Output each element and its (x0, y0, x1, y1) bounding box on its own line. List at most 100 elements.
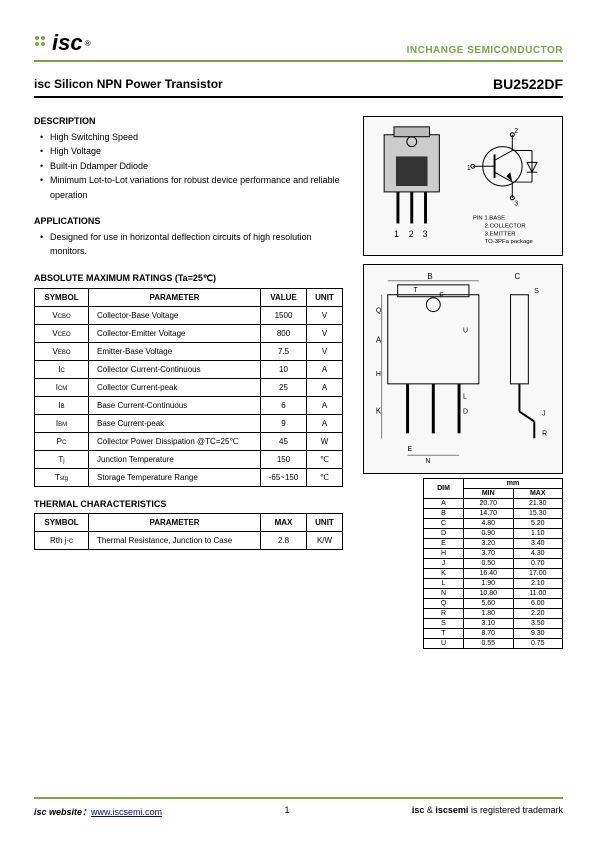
cell-max: 6.00 (513, 599, 563, 609)
table-row: L1.902.10 (424, 579, 563, 589)
col-min: MIN (464, 489, 513, 499)
cell-parameter: Collector Current-peak (89, 378, 261, 396)
logo-text: isc (52, 30, 83, 56)
table-row: H3.704.30 (424, 549, 563, 559)
cell-parameter: Collector Power Dissipation @TC=25℃ (89, 432, 261, 450)
thermal-table: SYMBOL PARAMETER MAX UNIT Rth j-cThermal… (34, 513, 343, 550)
logo: isc ® (34, 30, 91, 56)
table-row: T8.709.30 (424, 629, 563, 639)
footer-website-link[interactable]: www.iscsemi.com (91, 807, 162, 817)
cell-dim: B (424, 509, 464, 519)
table-row: J0.500.70 (424, 559, 563, 569)
col-mm: mm (464, 479, 563, 489)
cell-symbol: Rth j-c (35, 531, 89, 549)
svg-text:J: J (542, 411, 545, 418)
table-row: PCCollector Power Dissipation @TC=25℃45W (35, 432, 343, 450)
cell-value: 10 (261, 360, 307, 378)
col-symbol: SYMBOL (35, 513, 89, 531)
svg-text:E: E (408, 446, 413, 453)
cell-symbol: ICM (35, 378, 89, 396)
cell-parameter: Thermal Resistance, Junction to Case (89, 531, 261, 549)
col-unit: UNIT (307, 513, 343, 531)
list-item: Designed for use in horizontal deflectio… (44, 230, 343, 259)
svg-text:U: U (463, 327, 468, 334)
cell-max: 0.75 (513, 639, 563, 649)
cell-min: 3.20 (464, 539, 513, 549)
col-max: MAX (261, 513, 307, 531)
cell-dim: J (424, 559, 464, 569)
product-type: isc Silicon NPN Power Transistor (34, 77, 223, 91)
title-row: isc Silicon NPN Power Transistor BU2522D… (34, 76, 563, 98)
package-pinout-figure: 1 2 3 1 2 (363, 116, 563, 256)
header: isc ® INCHANGE SEMICONDUCTOR (34, 30, 563, 62)
cell-symbol: VCBO (35, 306, 89, 324)
cell-parameter: Storage Temperature Range (89, 468, 261, 486)
cell-value: 800 (261, 324, 307, 342)
table-row: A20.7021.30 (424, 499, 563, 509)
cell-parameter: Collector Current-Continuous (89, 360, 261, 378)
footer-trademark: isc & iscsemi is registered trademark (412, 805, 563, 818)
cell-min: 8.70 (464, 629, 513, 639)
cell-dim: K (424, 569, 464, 579)
applications-heading: APPLICATIONS (34, 216, 343, 226)
svg-text:3: 3 (514, 201, 518, 208)
cell-parameter: Emitter-Base Voltage (89, 342, 261, 360)
cell-max: 21.30 (513, 499, 563, 509)
cell-unit: V (307, 324, 343, 342)
description-heading: DESCRIPTION (34, 116, 343, 126)
cell-max: 3.40 (513, 539, 563, 549)
cell-max: 4.30 (513, 549, 563, 559)
pinout-diagram-icon: 1 2 3 1 2 (364, 117, 562, 255)
cell-unit: A (307, 414, 343, 432)
cell-symbol: VCEO (35, 324, 89, 342)
cell-unit: ℃ (307, 450, 343, 468)
table-row: VCEOCollector-Emitter Voltage800V (35, 324, 343, 342)
cell-symbol: IBM (35, 414, 89, 432)
col-parameter: PARAMETER (89, 513, 261, 531)
cell-parameter: Base Current-Continuous (89, 396, 261, 414)
table-row: TjJunction Temperature150℃ (35, 450, 343, 468)
svg-text:1: 1 (394, 229, 399, 239)
svg-text:3: 3 (423, 229, 428, 239)
list-item: Built-in Ddamper Ddiode (44, 159, 343, 173)
cell-value: 7.5 (261, 342, 307, 360)
cell-unit: ℃ (307, 468, 343, 486)
cell-max: 2.8 (261, 531, 307, 549)
svg-text:A: A (376, 335, 382, 344)
cell-parameter: Collector-Base Voltage (89, 306, 261, 324)
table-row: IBBase Current-Continuous6A (35, 396, 343, 414)
table-row: R1.802.20 (424, 609, 563, 619)
cell-min: 1.80 (464, 609, 513, 619)
table-row: IBMBase Current-peak9A (35, 414, 343, 432)
package-dimension-figure: B T F Q A H K U L D E N C S J R (363, 264, 563, 474)
cell-dim: T (424, 629, 464, 639)
cell-dim: S (424, 619, 464, 629)
list-item: High Switching Speed (44, 130, 343, 144)
cell-min: 1.90 (464, 579, 513, 589)
col-max: MAX (513, 489, 563, 499)
cell-value: -65~150 (261, 468, 307, 486)
table-row: C4.805.20 (424, 519, 563, 529)
cell-max: 1.10 (513, 529, 563, 539)
cell-dim: U (424, 639, 464, 649)
cell-min: 3.10 (464, 619, 513, 629)
left-column: DESCRIPTION High Switching Speed High Vo… (34, 116, 343, 649)
cell-symbol: Tstg (35, 468, 89, 486)
content: DESCRIPTION High Switching Speed High Vo… (34, 116, 563, 649)
table-row: Q5.606.00 (424, 599, 563, 609)
ratings-heading: ABSOLUTE MAXIMUM RATINGS (Ta=25℃) (34, 273, 343, 284)
header-company: INCHANGE SEMICONDUCTOR (407, 45, 563, 56)
cell-value: 6 (261, 396, 307, 414)
cell-dim: R (424, 609, 464, 619)
svg-text:S: S (534, 288, 539, 295)
cell-parameter: Base Current-peak (89, 414, 261, 432)
col-symbol: SYMBOL (35, 288, 89, 306)
cell-min: 16.40 (464, 569, 513, 579)
cell-symbol: PC (35, 432, 89, 450)
footer-left: isc website：www.iscsemi.com (34, 805, 162, 818)
col-unit: UNIT (307, 288, 343, 306)
dimension-diagram-icon: B T F Q A H K U L D E N C S J R (364, 265, 562, 473)
col-parameter: PARAMETER (89, 288, 261, 306)
col-value: VALUE (261, 288, 307, 306)
cell-dim: Q (424, 599, 464, 609)
